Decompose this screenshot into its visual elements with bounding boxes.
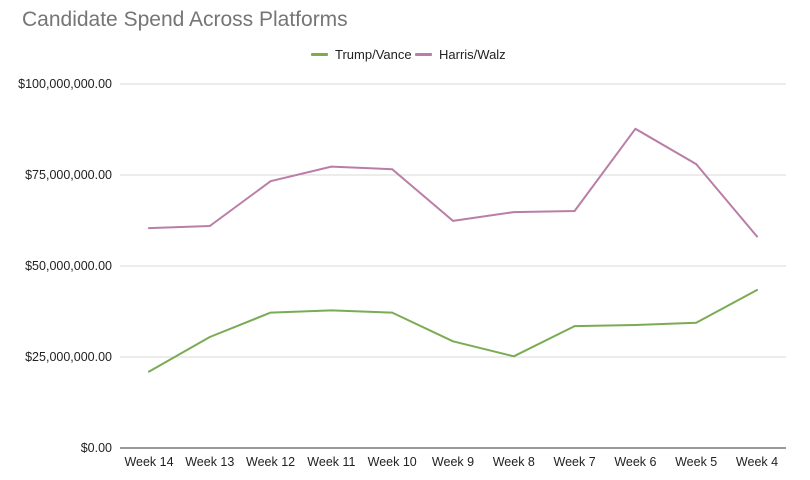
x-axis-tick-labels: Week 14 Week 13 Week 12 Week 11 Week 10 Week … [124,455,778,469]
data-point [269,311,272,314]
legend-swatch-harris-walz [415,53,432,56]
y-tick-label: $100,000,000.00 [18,77,112,91]
data-point [452,219,454,222]
data-point [148,370,150,373]
x-tick-label: Week 5 [675,455,717,469]
y-tick-label: $0.00 [81,441,112,455]
x-tick-label: Week 12 [246,455,295,469]
x-tick-label: Week 9 [432,455,474,469]
x-tick-label: Week 10 [368,455,417,469]
series-line-trump-vance [148,289,758,373]
data-point [756,289,758,291]
legend-label-trump-vance: Trump/Vance [335,47,412,62]
data-point [269,180,272,183]
legend-swatch-trump-vance [311,53,328,56]
data-point [512,355,515,358]
data-point [391,311,394,314]
legend-item-harris-walz[interactable]: Harris/Walz [415,47,506,62]
series-lines [148,127,758,373]
data-point [512,211,515,214]
data-point [756,235,758,238]
gridlines [120,83,786,449]
data-point [208,225,211,227]
data-point [452,340,454,343]
y-tick-label: $75,000,000.00 [25,168,112,182]
data-point [634,127,637,130]
x-tick-label: Week 4 [736,455,778,469]
data-point [391,168,394,171]
data-point [330,309,333,312]
legend-label-harris-walz: Harris/Walz [439,47,506,62]
x-tick-label: Week 13 [185,455,234,469]
data-point [148,227,150,230]
x-tick-label: Week 7 [554,455,596,469]
x-tick-label: Week 8 [493,455,535,469]
data-point [573,325,576,327]
data-point [573,210,576,212]
data-point [330,165,333,168]
x-tick-label: Week 11 [307,455,355,469]
y-tick-label: $25,000,000.00 [25,350,112,364]
y-axis-tick-labels: $0.00 $25,000,000.00 $50,000,000.00 $75,000… [18,77,112,455]
data-point [695,321,698,324]
legend-item-trump-vance[interactable]: Trump/Vance [311,47,412,62]
data-point [695,163,698,165]
data-point [634,324,637,326]
y-tick-label: $50,000,000.00 [25,259,112,273]
chart-title: Candidate Spend Across Platforms [22,8,348,31]
data-point [208,336,211,338]
x-tick-label: Week 14 [124,455,173,469]
x-tick-label: Week 6 [614,455,656,469]
legend: Trump/Vance Harris/Walz [0,47,810,65]
